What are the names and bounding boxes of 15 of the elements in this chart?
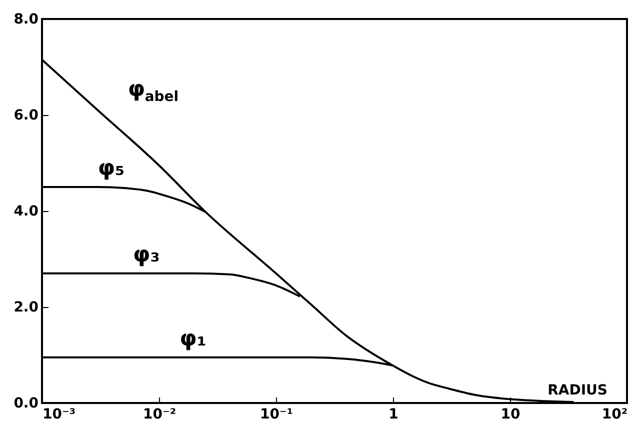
y-tick-label: 0.0 — [14, 396, 39, 412]
series-label: φ₁ — [180, 326, 206, 352]
x-tick-label: 10⁻¹ — [260, 406, 294, 422]
series-label: φ₃ — [133, 242, 160, 268]
y-tick-label: 2.0 — [14, 300, 39, 316]
x-tick-label: 10 — [500, 406, 520, 422]
x-axis-title: RADIUS — [548, 382, 608, 398]
y-tick-label: 8.0 — [14, 12, 39, 28]
x-tick-label: 10⁻³ — [42, 406, 76, 422]
x-tick-label: 10² — [602, 406, 628, 422]
series-label: φ₅ — [98, 156, 125, 181]
y-tick-label: 6.0 — [14, 108, 39, 124]
y-tick-label: 4.0 — [14, 204, 39, 220]
x-tick-label: 10⁻² — [142, 406, 176, 422]
x-tick-label: 1 — [388, 406, 398, 422]
